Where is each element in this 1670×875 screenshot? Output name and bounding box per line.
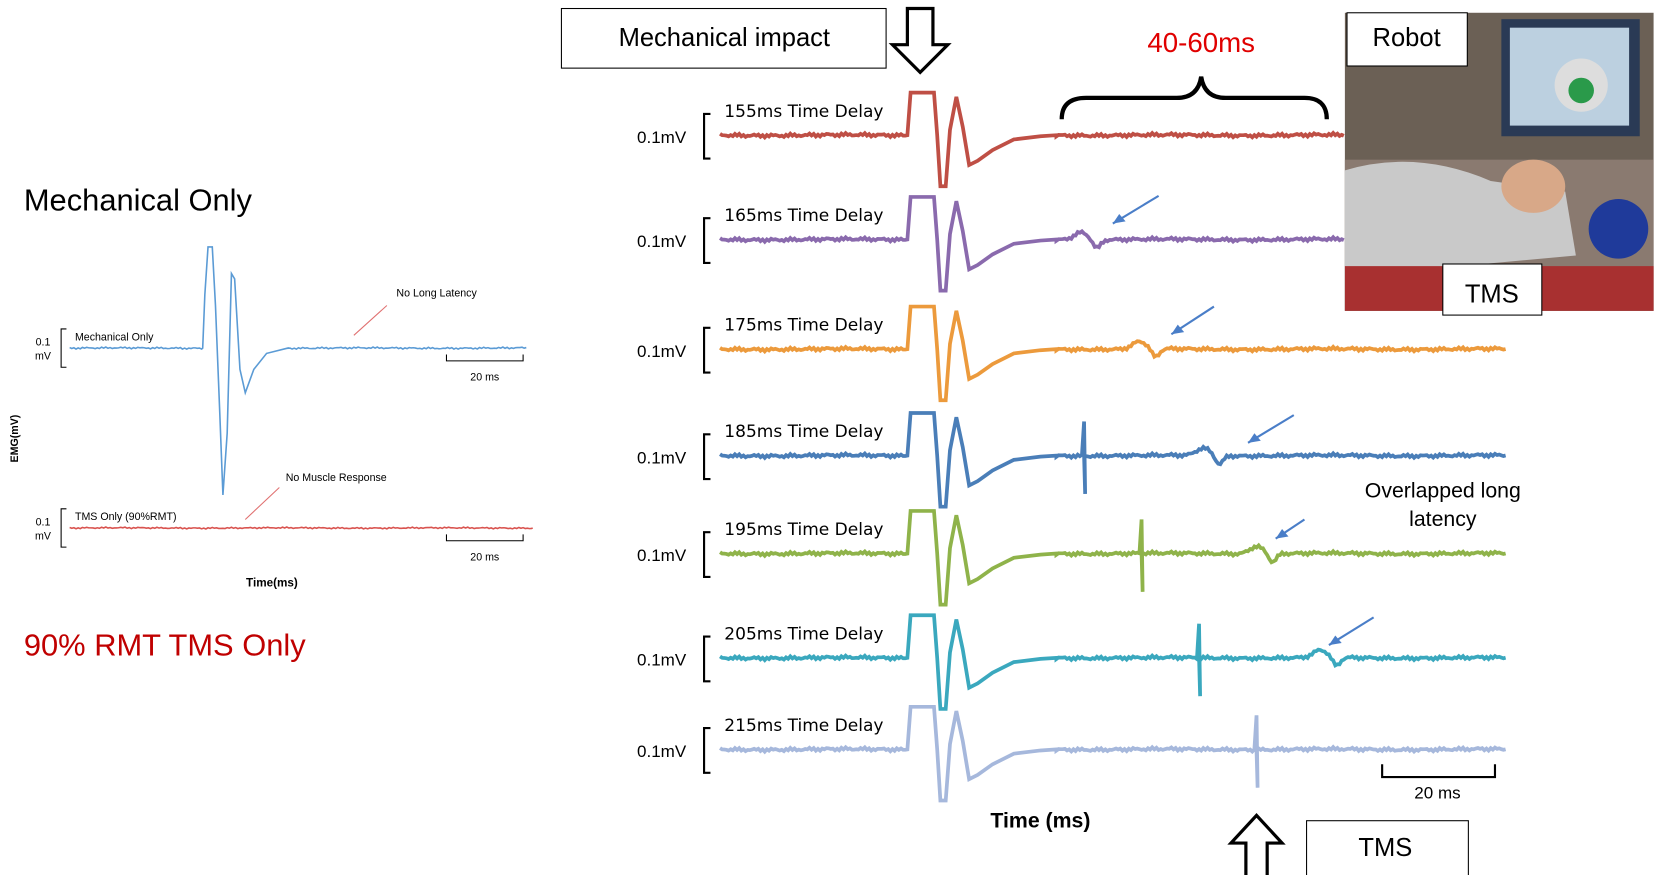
photo <box>1344 12 1654 316</box>
trace-label: 175ms Time Delay <box>724 316 883 336</box>
left-caption: 90% RMT TMS Only <box>24 627 306 662</box>
scale-label: 0.1mV <box>637 342 687 361</box>
y-axis-label: EMG(mV) <box>9 414 21 462</box>
scale-bar <box>445 534 524 542</box>
overlap-label: Overlapped long <box>1365 478 1521 502</box>
scale-label: 0.1mV <box>637 742 687 761</box>
scale-bracket <box>60 328 67 368</box>
arrow-head <box>1171 324 1185 335</box>
arrow <box>353 305 388 336</box>
scale-bracket <box>703 531 711 579</box>
trace-label: 195ms Time Delay <box>724 520 883 540</box>
scale-label: 0.1mV <box>637 232 687 251</box>
robot-label: Robot <box>1373 24 1441 52</box>
scale-bar <box>1381 764 1497 779</box>
annotation: No Muscle Response <box>286 472 387 484</box>
trace <box>719 509 1507 607</box>
time-scale: 20 ms <box>470 552 499 564</box>
left-title: Mechanical Only <box>24 182 253 217</box>
scale-unit: mV <box>35 350 52 362</box>
arrow-head <box>1328 635 1342 646</box>
scale-bracket <box>703 326 711 374</box>
scale-bracket <box>703 635 711 683</box>
time-scale: 20 ms <box>1414 784 1460 803</box>
photo-tms-label: TMS <box>1465 281 1519 309</box>
scale-bracket <box>60 508 67 548</box>
time-scale: 20 ms <box>470 372 499 384</box>
trace <box>719 613 1507 711</box>
tms-label: TMS <box>1358 834 1412 862</box>
trace-label: 165ms Time Delay <box>724 206 883 226</box>
brace <box>1059 76 1329 120</box>
trace <box>719 304 1507 403</box>
scale-unit: mV <box>35 530 52 542</box>
trace-label: Mechanical Only <box>75 331 154 343</box>
scale-bar <box>445 354 524 362</box>
window-label: 40-60ms <box>1147 27 1255 58</box>
scale-label: 0.1mV <box>637 651 687 670</box>
overlap-label: latency <box>1409 507 1477 531</box>
trace-label: TMS Only (90%RMT) <box>75 511 177 523</box>
scale-bracket <box>703 112 711 160</box>
trace <box>69 526 533 530</box>
scale-value: 0.1 <box>36 337 51 349</box>
scale-label: 0.1mV <box>637 546 687 565</box>
arrow-head <box>1275 529 1289 539</box>
scale-label: 0.1mV <box>637 448 687 467</box>
annotation: No Long Latency <box>396 288 477 300</box>
arrow <box>244 487 280 520</box>
scale-label: 0.1mV <box>637 128 687 147</box>
trace <box>69 246 527 496</box>
arrow-head <box>1248 433 1261 443</box>
x-axis-label: Time(ms) <box>246 576 298 589</box>
arrow <box>888 6 952 75</box>
arrow-head <box>1112 213 1126 224</box>
trace <box>719 411 1507 509</box>
scale-bracket <box>703 433 711 481</box>
scale-bracket <box>703 727 711 774</box>
trace <box>719 195 1345 293</box>
arrow <box>1227 813 1286 875</box>
trace <box>719 704 1507 803</box>
label-box <box>1306 820 1469 875</box>
trace-label: 155ms Time Delay <box>724 102 883 122</box>
trace-label: 185ms Time Delay <box>724 422 883 442</box>
x-axis-label: Time (ms) <box>990 808 1090 832</box>
scale-value: 0.1 <box>36 516 51 528</box>
trace <box>719 90 1345 189</box>
scale-bracket <box>703 217 711 264</box>
label-box <box>560 7 887 69</box>
impact-label: Mechanical impact <box>619 24 830 52</box>
trace-label: 205ms Time Delay <box>724 624 883 644</box>
trace-label: 215ms Time Delay <box>724 716 883 736</box>
